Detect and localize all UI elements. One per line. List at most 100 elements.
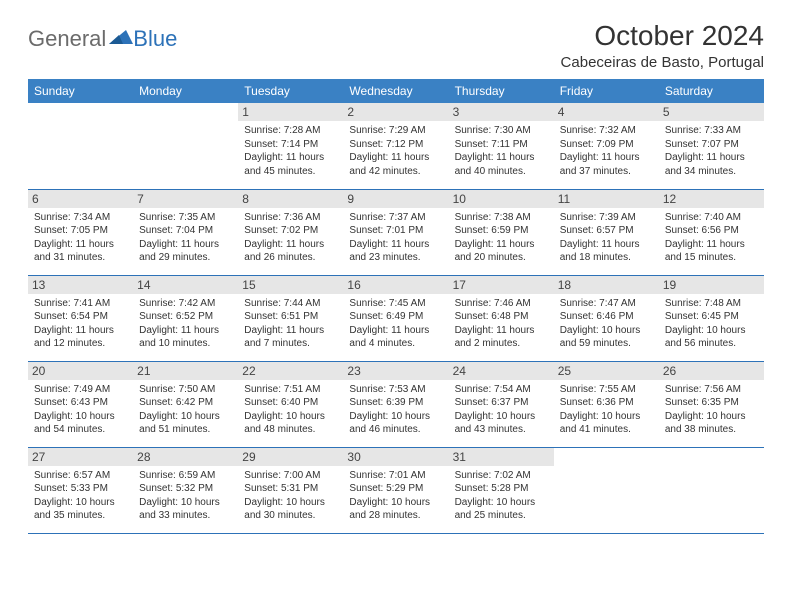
day-number: 14 — [133, 276, 238, 294]
calendar-cell: 13Sunrise: 7:41 AMSunset: 6:54 PMDayligh… — [28, 275, 133, 361]
sunset-text: Sunset: 7:14 PM — [244, 138, 337, 152]
day-number: 9 — [343, 190, 448, 208]
calendar-cell: 26Sunrise: 7:56 AMSunset: 6:35 PMDayligh… — [659, 361, 764, 447]
daylight-text: Daylight: 11 hours — [455, 151, 548, 165]
sunset-text: Sunset: 6:48 PM — [455, 310, 548, 324]
day-number: 25 — [554, 362, 659, 380]
day-number: 19 — [659, 276, 764, 294]
daylight-text: Daylight: 11 hours — [455, 238, 548, 252]
sunset-text: Sunset: 6:35 PM — [665, 396, 758, 410]
calendar-cell: 23Sunrise: 7:53 AMSunset: 6:39 PMDayligh… — [343, 361, 448, 447]
sunset-text: Sunset: 7:07 PM — [665, 138, 758, 152]
calendar-cell: 18 Sunrise: 7:47 AMSunset: 6:46 PMDayligh… — [554, 275, 659, 361]
sunrise-text: Sunrise: 7:36 AM — [244, 211, 337, 225]
daylight-text: and 20 minutes. — [455, 251, 548, 265]
calendar-cell — [659, 447, 764, 533]
calendar-row: 1Sunrise: 7:28 AMSunset: 7:14 PMDaylight… — [28, 103, 764, 189]
sunset-text: Sunset: 6:52 PM — [139, 310, 232, 324]
day-number: 28 — [133, 448, 238, 466]
daylight-text: and 29 minutes. — [139, 251, 232, 265]
daylight-text: Daylight: 11 hours — [34, 324, 127, 338]
daylight-text: and 45 minutes. — [244, 165, 337, 179]
triangle-icon — [109, 28, 133, 46]
calendar-cell: 17Sunrise: 7:46 AMSunset: 6:48 PMDayligh… — [449, 275, 554, 361]
sunrise-text: Sunrise: 7:56 AM — [665, 383, 758, 397]
day-number: 18 — [554, 276, 659, 294]
day-number: 12 — [659, 190, 764, 208]
day-number: 4 — [554, 103, 659, 121]
sunset-text: Sunset: 7:04 PM — [139, 224, 232, 238]
calendar-cell — [28, 103, 133, 189]
sunrise-text: Sunrise: 7:30 AM — [455, 124, 548, 138]
calendar-cell: 14Sunrise: 7:42 AMSunset: 6:52 PMDayligh… — [133, 275, 238, 361]
daylight-text: and 54 minutes. — [34, 423, 127, 437]
sunset-text: Sunset: 5:33 PM — [34, 482, 127, 496]
calendar-table: Sunday Monday Tuesday Wednesday Thursday… — [28, 79, 764, 534]
daylight-text: and 4 minutes. — [349, 337, 442, 351]
weekday-header: Saturday — [659, 79, 764, 103]
weekday-header: Thursday — [449, 79, 554, 103]
sunset-text: Sunset: 6:37 PM — [455, 396, 548, 410]
sunset-text: Sunset: 7:05 PM — [34, 224, 127, 238]
calendar-cell — [554, 447, 659, 533]
daylight-text: and 37 minutes. — [560, 165, 653, 179]
sunrise-text: Sunrise: 7:37 AM — [349, 211, 442, 225]
weekday-header-row: Sunday Monday Tuesday Wednesday Thursday… — [28, 79, 764, 103]
day-number: 1 — [238, 103, 343, 121]
day-number: 17 — [449, 276, 554, 294]
daylight-text: Daylight: 10 hours — [560, 324, 653, 338]
daylight-text: Daylight: 11 hours — [139, 324, 232, 338]
sunrise-text: Sunrise: 7:34 AM — [34, 211, 127, 225]
daylight-text: Daylight: 10 hours — [349, 410, 442, 424]
sunset-text: Sunset: 6:59 PM — [455, 224, 548, 238]
day-number: 2 — [343, 103, 448, 121]
sunrise-text: Sunrise: 7:32 AM — [560, 124, 653, 138]
day-number: 15 — [238, 276, 343, 294]
daylight-text: Daylight: 11 hours — [560, 238, 653, 252]
sunset-text: Sunset: 6:45 PM — [665, 310, 758, 324]
calendar-cell: 15Sunrise: 7:44 AMSunset: 6:51 PMDayligh… — [238, 275, 343, 361]
sunset-text: Sunset: 6:46 PM — [560, 310, 653, 324]
weekday-header: Friday — [554, 79, 659, 103]
daylight-text: Daylight: 10 hours — [455, 496, 548, 510]
daylight-text: and 33 minutes. — [139, 509, 232, 523]
calendar-cell: 16Sunrise: 7:45 AMSunset: 6:49 PMDayligh… — [343, 275, 448, 361]
daylight-text: Daylight: 11 hours — [139, 238, 232, 252]
sunrise-text: Sunrise: 7:47 AM — [560, 297, 653, 311]
calendar-cell: 5Sunrise: 7:33 AMSunset: 7:07 PMDaylight… — [659, 103, 764, 189]
sunset-text: Sunset: 6:39 PM — [349, 396, 442, 410]
day-number: 24 — [449, 362, 554, 380]
day-number: 6 — [28, 190, 133, 208]
sunrise-text: Sunrise: 7:29 AM — [349, 124, 442, 138]
day-number: 20 — [28, 362, 133, 380]
calendar-cell: 4Sunrise: 7:32 AMSunset: 7:09 PMDaylight… — [554, 103, 659, 189]
day-number: 30 — [343, 448, 448, 466]
sunrise-text: Sunrise: 7:00 AM — [244, 469, 337, 483]
daylight-text: Daylight: 11 hours — [244, 151, 337, 165]
sunrise-text: Sunrise: 7:02 AM — [455, 469, 548, 483]
calendar-cell: 7Sunrise: 7:35 AMSunset: 7:04 PMDaylight… — [133, 189, 238, 275]
daylight-text: and 51 minutes. — [139, 423, 232, 437]
sunset-text: Sunset: 7:02 PM — [244, 224, 337, 238]
sunset-text: Sunset: 5:29 PM — [349, 482, 442, 496]
logo-text-blue: Blue — [133, 26, 177, 52]
weekday-header: Wednesday — [343, 79, 448, 103]
daylight-text: Daylight: 11 hours — [349, 324, 442, 338]
sunrise-text: Sunrise: 6:59 AM — [139, 469, 232, 483]
day-number: 27 — [28, 448, 133, 466]
logo: General Blue — [28, 26, 177, 52]
calendar-cell: 25Sunrise: 7:55 AMSunset: 6:36 PMDayligh… — [554, 361, 659, 447]
day-number: 11 — [554, 190, 659, 208]
daylight-text: Daylight: 11 hours — [560, 151, 653, 165]
weekday-header: Monday — [133, 79, 238, 103]
calendar-cell: 31Sunrise: 7:02 AMSunset: 5:28 PMDayligh… — [449, 447, 554, 533]
weekday-header: Tuesday — [238, 79, 343, 103]
calendar-cell: 29Sunrise: 7:00 AMSunset: 5:31 PMDayligh… — [238, 447, 343, 533]
sunrise-text: Sunrise: 7:35 AM — [139, 211, 232, 225]
calendar-page: General Blue October 2024 Cabeceiras de … — [0, 0, 792, 554]
day-number: 10 — [449, 190, 554, 208]
weekday-header: Sunday — [28, 79, 133, 103]
daylight-text: and 56 minutes. — [665, 337, 758, 351]
month-title: October 2024 — [561, 20, 764, 52]
day-number: 5 — [659, 103, 764, 121]
